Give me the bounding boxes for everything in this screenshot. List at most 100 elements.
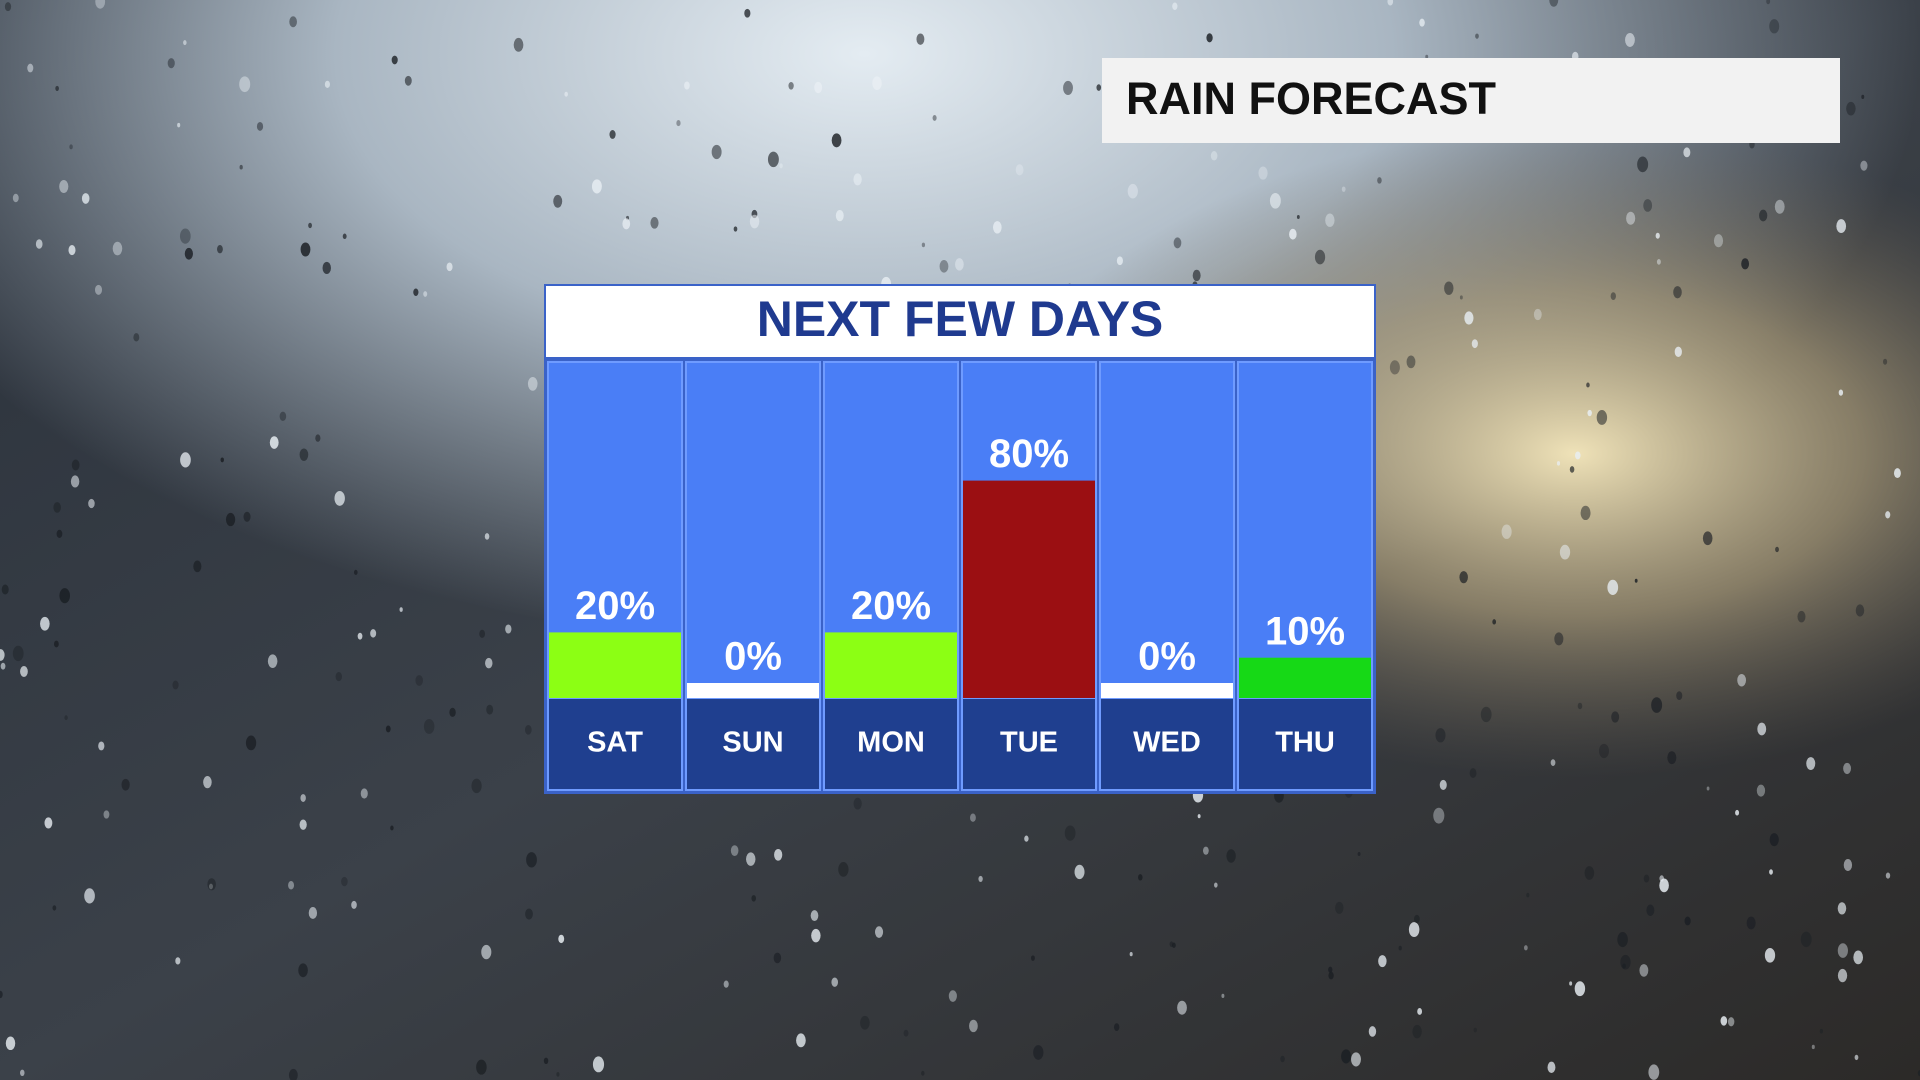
rain-drop <box>1766 0 1771 5</box>
value-label: 20% <box>851 584 931 628</box>
rain-drop <box>1610 292 1616 300</box>
rain-drop <box>172 680 179 690</box>
rain-drop <box>1408 922 1420 938</box>
rain-drop <box>423 291 428 297</box>
rain-drop <box>404 75 412 86</box>
rain-drop <box>1811 1044 1815 1050</box>
rain-drop <box>1492 619 1497 625</box>
chart-header <box>546 286 1374 357</box>
rain-drop <box>1596 410 1608 425</box>
rain-drop <box>1741 258 1750 270</box>
rain-drop <box>814 81 823 94</box>
rain-drop <box>256 121 264 131</box>
rain-drop <box>54 640 59 648</box>
day-label: WED <box>1133 727 1201 759</box>
value-label: 80% <box>989 432 1069 476</box>
rain-drop <box>948 990 957 1002</box>
rain-drop <box>446 262 453 272</box>
rain-drop <box>773 952 782 964</box>
rain-drop <box>133 333 140 342</box>
rain-drop <box>543 1057 549 1065</box>
bar <box>825 632 957 698</box>
rain-drop <box>1759 209 1768 222</box>
rain-drop <box>1574 981 1586 997</box>
rain-drop <box>1328 971 1334 980</box>
rain-drop <box>351 900 357 909</box>
rain-drop <box>12 193 19 203</box>
rain-drop <box>308 222 312 229</box>
rain-drop <box>751 895 756 902</box>
rain-drop <box>553 194 563 208</box>
rain-drop <box>1526 892 1530 898</box>
rain-drop <box>1673 286 1682 299</box>
rain-drop <box>1775 546 1779 553</box>
rain-drop <box>838 862 849 877</box>
day-label: MON <box>857 727 925 759</box>
rain-drop <box>1314 249 1326 265</box>
rain-drop <box>69 144 73 150</box>
rain-drop <box>1387 0 1394 6</box>
rain-drop <box>1192 269 1201 282</box>
rain-drop <box>1885 511 1891 519</box>
rain-drop <box>1064 825 1076 841</box>
rain-drop <box>1015 164 1024 176</box>
rain-drop <box>1389 360 1400 375</box>
rain-drop <box>1637 156 1649 173</box>
rain-drop <box>684 81 690 90</box>
rain-drop <box>1406 355 1416 369</box>
rain-drop <box>1341 1049 1352 1064</box>
column <box>685 361 821 699</box>
rain-drop <box>1533 308 1542 321</box>
rain-drop <box>391 55 398 65</box>
rain-drop <box>20 1069 25 1077</box>
rain-drop <box>1577 702 1583 710</box>
rain-drop <box>1746 916 1756 930</box>
rain-drop <box>289 16 297 28</box>
rain-drop <box>1341 186 1346 192</box>
rain-drop <box>1735 809 1740 816</box>
rain-drop <box>1433 807 1445 824</box>
rain-drop <box>1646 904 1655 916</box>
rain-drop <box>853 173 862 186</box>
rain-drop <box>1459 571 1468 584</box>
rain-drop <box>872 76 882 91</box>
rain-drop <box>1412 1024 1422 1039</box>
day-cell <box>1237 697 1373 791</box>
rain-drop <box>1587 409 1592 417</box>
rain-drop <box>921 242 926 248</box>
rain-drop <box>1611 711 1620 723</box>
rain-drop <box>1655 232 1660 239</box>
rain-drop <box>1769 833 1779 847</box>
rain-drop <box>299 448 309 461</box>
rain-drop <box>98 741 105 751</box>
rain-drop <box>1764 947 1776 963</box>
rain-drop <box>299 819 307 830</box>
rain-drop <box>505 624 512 634</box>
rain-drop <box>1206 33 1213 43</box>
rain-drop <box>1221 993 1225 999</box>
rain-drop <box>1683 147 1691 158</box>
rain-drop <box>1569 981 1573 986</box>
rain-drop <box>1459 295 1463 300</box>
column <box>1237 361 1373 699</box>
rain-drop <box>831 977 839 987</box>
rain-drop <box>1580 505 1591 521</box>
rain-drop <box>744 8 751 18</box>
bar <box>963 480 1095 698</box>
rain-drop <box>527 377 538 391</box>
rain-drop <box>288 880 295 890</box>
rain-drop <box>1417 1008 1423 1015</box>
rain-drop <box>835 209 844 222</box>
rain-drop <box>1819 1028 1824 1034</box>
rain-drop <box>279 411 287 422</box>
rain-drop <box>423 718 435 734</box>
rain-drop <box>341 876 348 887</box>
rain-drop <box>1258 166 1268 180</box>
rain-drop <box>1797 610 1806 623</box>
rain-drop <box>35 239 43 249</box>
rain-drop <box>1575 451 1581 460</box>
rain-drop <box>526 852 537 868</box>
rain-drop <box>1648 1064 1660 1080</box>
rain-drop <box>59 588 71 604</box>
rain-drop <box>1024 835 1029 842</box>
